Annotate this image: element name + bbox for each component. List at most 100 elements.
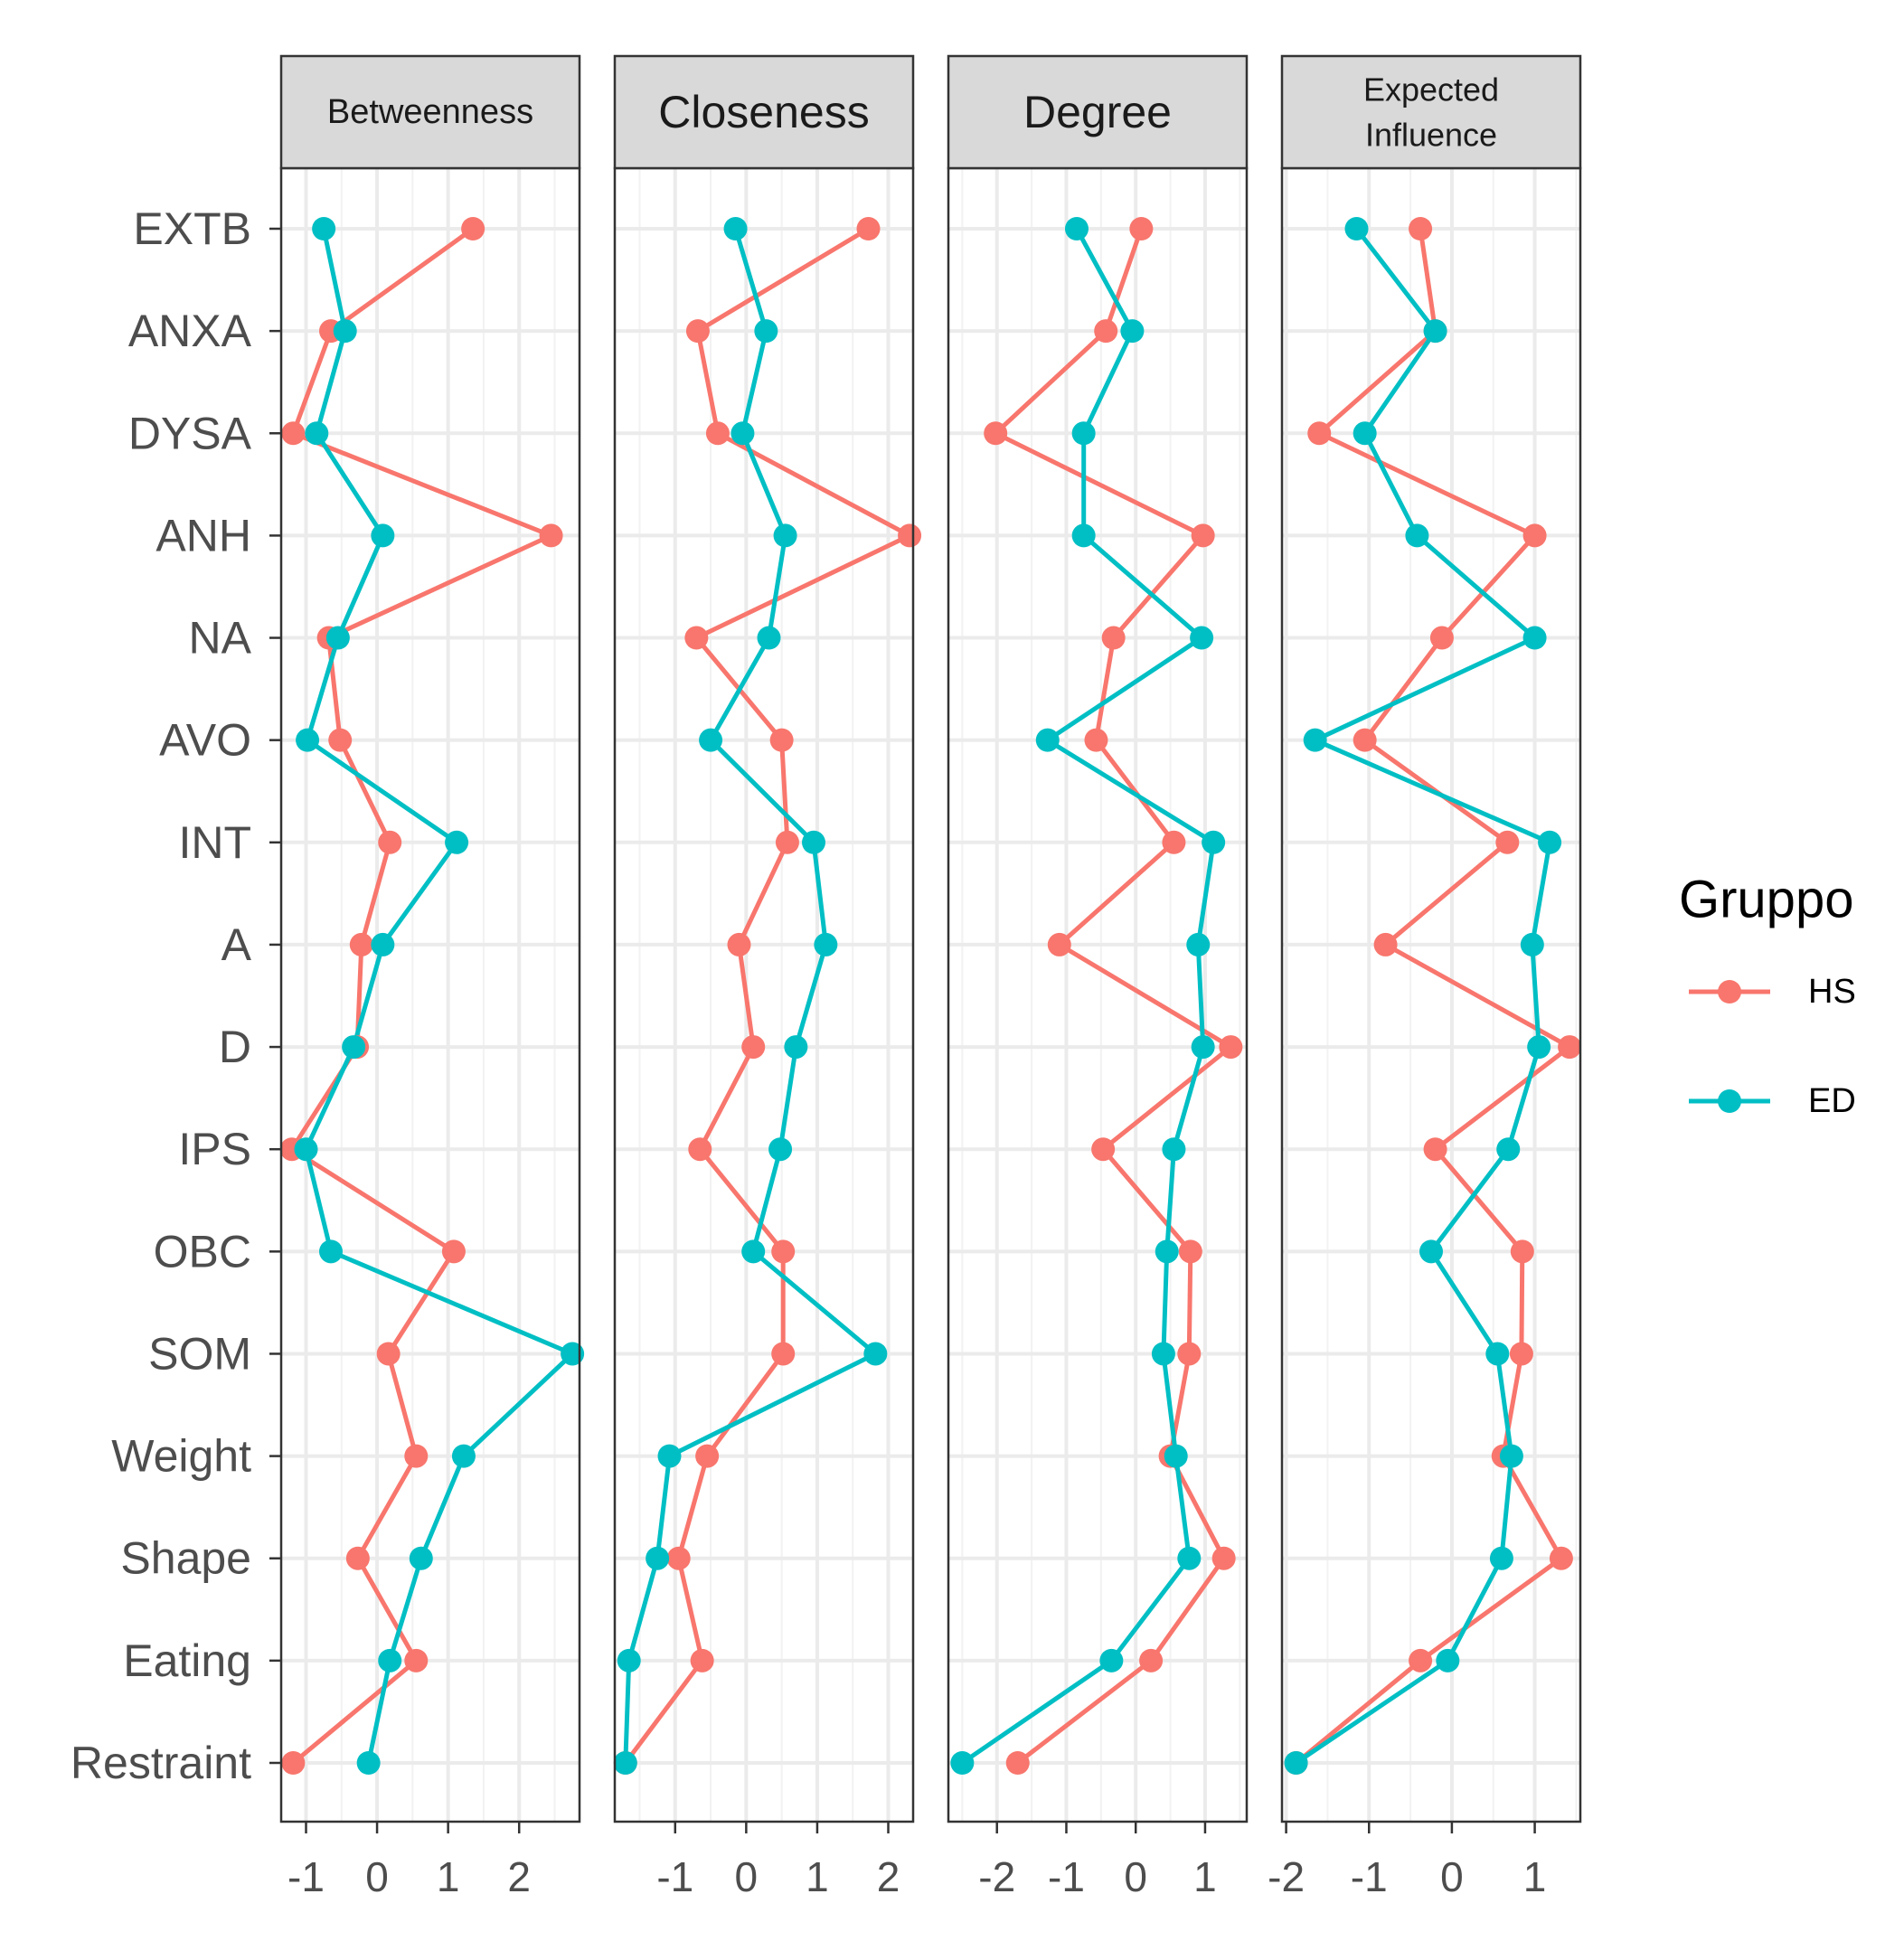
data-point-ed [1162,1137,1186,1162]
data-point-ed [1344,217,1369,240]
data-point-ed [613,1751,637,1775]
data-point-hs [705,421,730,446]
data-point-ed [723,217,748,240]
y-tick-label: AVO [159,715,251,766]
strip-label: Expected [1363,71,1499,108]
y-axis: EXTB ANXA DYSA ANH NA AVO INT A D IPS OBC SOM Weight… [71,203,281,1788]
data-point-ed [356,1751,381,1775]
panel-background [615,168,913,1822]
data-point-ed [319,1239,343,1264]
series-line-ed [304,228,575,1764]
data-point-hs [856,217,881,240]
series-line-ed [1295,227,1552,1766]
strip-label: Influence [1365,117,1497,154]
y-tick-label: Restraint [71,1738,251,1788]
data-point-ed [1155,1239,1179,1264]
data-point-ed [1538,830,1562,854]
data-point-hs [376,1342,401,1366]
strip-label: Closeness [658,87,869,137]
y-tick-label: ANH [156,510,251,561]
strip-background [613,54,915,170]
data-point-hs [404,1444,429,1468]
data-point-hs [771,1342,796,1366]
x-tick-label: -1 [1048,1853,1085,1900]
data-point-ed [1151,1342,1175,1366]
data-point-ed [1499,1444,1523,1468]
data-point-hs [1409,217,1433,240]
data-point-ed [950,1751,975,1775]
legend-key-point [1718,1089,1741,1113]
data-point-ed [378,1648,402,1672]
data-point-hs [690,1648,714,1672]
data-point-ed [757,626,781,650]
strip-label: Degree [1023,87,1172,137]
data-point-hs [1522,523,1547,548]
data-point-hs [1353,728,1377,752]
legend: Gruppo HS ED [1679,871,1856,1121]
data-point-ed [657,1444,682,1468]
data-point-hs [1178,1239,1202,1264]
data-point-hs [775,830,799,854]
data-point-ed [1436,1648,1460,1672]
y-tick-label: EXTB [133,203,251,254]
data-point-ed [754,319,778,344]
x-tick-label: -1 [1351,1853,1388,1900]
x-tick-label: 1 [1523,1853,1547,1900]
data-point-ed [699,728,723,752]
data-point-hs [1047,932,1071,956]
data-point-hs [684,626,709,650]
y-tick-label: Shape [120,1533,251,1584]
panel-background [1282,168,1580,1822]
series-line-hs [993,228,1233,1765]
series-line-ed [960,227,1216,1766]
data-point-hs [281,421,306,446]
data-point-ed [1496,1137,1521,1162]
data-point-hs [1084,728,1108,752]
y-tick-label: ANXA [128,306,252,356]
x-tick-label: 0 [735,1853,759,1900]
data-point-hs [378,830,402,854]
data-point-ed [371,523,395,548]
data-point-ed [1164,1444,1188,1468]
strip-background [279,54,581,170]
data-point-ed [1177,1546,1202,1570]
data-point-ed [1035,728,1060,752]
data-point-hs [1510,1239,1534,1264]
data-point-hs [727,932,751,956]
data-point-hs [1409,1648,1433,1672]
data-point-ed [1522,626,1547,650]
data-point-hs [539,523,563,548]
data-point-hs [688,1137,712,1162]
panel-degree: Degree -2 -1 0 1 [947,54,1249,1900]
data-point-hs [771,1239,796,1264]
data-point-hs [1558,1035,1582,1060]
x-tick-label: -1 [287,1853,325,1900]
data-point-hs [404,1648,429,1672]
data-point-ed [773,523,797,548]
y-tick-label: INT [178,817,251,868]
data-point-hs [898,523,922,548]
data-point-ed [1284,1751,1308,1775]
x-tick-label: 2 [507,1853,531,1900]
data-point-ed [333,319,357,344]
legend-label-ed: ED [1808,1082,1856,1120]
data-point-ed [451,1444,476,1468]
data-point-ed [741,1239,766,1264]
data-point-hs [349,932,373,956]
strip-background [1280,54,1582,170]
strip-label: Betweenness [327,93,533,131]
data-point-hs [1429,626,1454,650]
series-line-hs [1295,228,1572,1765]
data-point-hs [1211,1546,1236,1570]
panel-expected-influence: Expected Influence -2 -1 0 1 [1268,54,1582,1900]
data-point-ed [305,421,329,446]
data-point-ed [784,1035,808,1060]
panel-betweenness: Betweenness -1 0 1 2 [279,54,585,1900]
series-line-ed [623,228,878,1764]
y-tick-label: Weight [111,1431,251,1482]
data-point-hs [1091,1137,1116,1162]
x-tick-label: -1 [656,1853,693,1900]
y-tick-label: OBC [154,1226,251,1277]
data-point-ed [1071,523,1096,548]
